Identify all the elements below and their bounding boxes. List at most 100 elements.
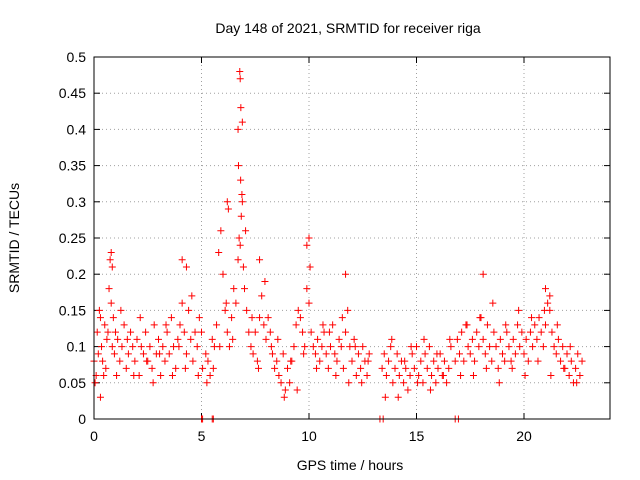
- data-point: [120, 321, 128, 329]
- data-point: [457, 372, 465, 380]
- data-point: [404, 386, 412, 394]
- data-point: [174, 335, 182, 343]
- data-point: [557, 357, 565, 365]
- data-point: [380, 350, 388, 358]
- data-point: [344, 306, 352, 314]
- data-point: [473, 328, 481, 336]
- data-point: [237, 176, 245, 184]
- data-point: [277, 379, 285, 387]
- data-point: [98, 343, 106, 351]
- data-point: [202, 350, 210, 358]
- data-point: [254, 364, 262, 372]
- data-point: [203, 379, 211, 387]
- data-point: [136, 314, 144, 322]
- data-point: [535, 314, 543, 322]
- data-point: [107, 299, 115, 307]
- data-point: [238, 191, 246, 199]
- data-point: [364, 357, 372, 365]
- data-point: [161, 357, 169, 365]
- data-point: [236, 241, 244, 249]
- data-point: [251, 328, 259, 336]
- data-point: [540, 306, 548, 314]
- data-point: [223, 198, 231, 206]
- data-point: [432, 379, 440, 387]
- data-point: [529, 343, 537, 351]
- data-point: [139, 350, 147, 358]
- data-point: [520, 350, 528, 358]
- data-point: [109, 314, 117, 322]
- data-point: [327, 343, 334, 351]
- data-point: [199, 364, 207, 372]
- data-point: [146, 343, 154, 351]
- data-point: [528, 314, 536, 322]
- data-point: [537, 328, 545, 336]
- data-point: [133, 335, 141, 343]
- data-point: [451, 357, 459, 365]
- data-point: [279, 350, 287, 358]
- data-point: [260, 321, 268, 329]
- data-point: [507, 357, 515, 365]
- data-point: [198, 328, 205, 336]
- data-point: [148, 364, 156, 372]
- data-point: [237, 212, 245, 220]
- data-point: [476, 314, 484, 322]
- data-point: [572, 364, 580, 372]
- data-point: [256, 314, 264, 322]
- data-point: [492, 343, 500, 351]
- data-point: [307, 328, 315, 336]
- data-point: [102, 364, 110, 372]
- data-point: [219, 270, 227, 278]
- data-point: [388, 335, 396, 343]
- data-point: [522, 335, 530, 343]
- data-point: [313, 364, 321, 372]
- y-tick-label: 0.3: [67, 194, 87, 210]
- data-point: [95, 306, 103, 314]
- data-point: [394, 393, 402, 401]
- data-point: [271, 364, 279, 372]
- data-point: [165, 350, 173, 358]
- data-point: [553, 321, 561, 329]
- data-point: [488, 357, 496, 365]
- x-tick-label: 10: [301, 428, 317, 444]
- data-point: [108, 343, 116, 351]
- data-point: [508, 364, 516, 372]
- data-point: [114, 335, 122, 343]
- data-point: [105, 285, 113, 293]
- data-point: [319, 321, 327, 329]
- data-point: [423, 364, 431, 372]
- data-point: [106, 256, 114, 264]
- data-point: [382, 372, 390, 380]
- data-point: [287, 357, 295, 365]
- data-point: [234, 256, 242, 264]
- data-point: [242, 227, 250, 235]
- data-point: [131, 357, 139, 365]
- data-point: [175, 343, 183, 351]
- data-point: [157, 372, 165, 380]
- data-point: [316, 357, 324, 365]
- data-point: [544, 299, 552, 307]
- data-point: [514, 321, 522, 329]
- data-point: [258, 292, 266, 300]
- data-point: [475, 343, 483, 351]
- data-point: [299, 328, 307, 336]
- data-point: [236, 67, 244, 75]
- data-point: [490, 328, 498, 336]
- data-point: [342, 328, 350, 336]
- y-tick-label: 0.05: [59, 375, 86, 391]
- data-point: [496, 335, 504, 343]
- data-point: [96, 393, 104, 401]
- data-point: [187, 335, 195, 343]
- data-point: [237, 104, 245, 112]
- data-point: [296, 314, 304, 322]
- data-point: [222, 299, 230, 307]
- data-point: [440, 357, 448, 365]
- data-point: [546, 292, 554, 300]
- data-point: [294, 306, 302, 314]
- data-point: [156, 350, 164, 358]
- data-point: [415, 372, 423, 380]
- data-point: [245, 328, 253, 336]
- data-point: [189, 357, 197, 365]
- data-point: [168, 372, 176, 380]
- data-point: [100, 372, 108, 380]
